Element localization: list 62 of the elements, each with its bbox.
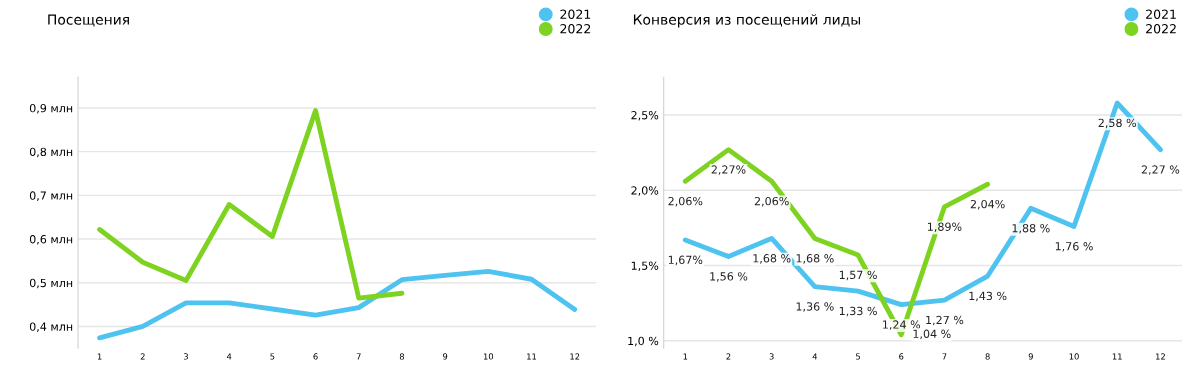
x-tick-label: 6 — [313, 353, 318, 360]
data-label: 1,89% — [928, 222, 962, 233]
x-tick-label: 9 — [1028, 353, 1033, 360]
data-label: 1,33 % — [839, 306, 877, 317]
y-tick-label: 1,0 % — [628, 336, 659, 347]
y-tick-label: 0,8 млн — [29, 147, 73, 158]
x-tick-label: 8 — [399, 353, 405, 360]
y-tick-label: 2,5% — [631, 111, 659, 121]
y-tick-label: 0,7 млн — [29, 191, 73, 201]
y-tick-label: 1,5% — [631, 261, 659, 272]
data-label: 2,06% — [754, 196, 789, 207]
data-label: 1,68 % — [796, 254, 834, 264]
x-tick-label: 1 — [97, 353, 102, 360]
x-tick-label: 2 — [140, 353, 145, 360]
x-tick-label: 8 — [985, 353, 990, 360]
x-tick-label: 7 — [356, 353, 361, 360]
data-label: 1,67% — [668, 255, 703, 266]
data-label: 1,56 % — [710, 272, 748, 282]
x-tick-label: 5 — [856, 353, 860, 360]
data-label: 2,06% — [668, 196, 703, 207]
line-series — [97, 108, 405, 301]
chart-title: Посещения — [48, 14, 129, 27]
x-tick-label: 1 — [683, 353, 688, 360]
x-tick-label: 4 — [226, 353, 232, 360]
line-series — [97, 268, 578, 341]
x-tick-label: 10 — [483, 353, 494, 360]
data-label: 2,04% — [970, 199, 1005, 210]
x-tick-label: 12 — [1156, 353, 1165, 360]
data-label: 1,27 % — [926, 315, 964, 326]
data-label: 2,58 % — [1098, 118, 1137, 129]
data-label: 1,57 % — [839, 270, 877, 281]
x-tick-label: 2 — [726, 353, 731, 360]
x-tick-label: 6 — [899, 353, 904, 360]
legend-label: 2022 — [1146, 24, 1176, 34]
y-tick-label: 2,0% — [631, 186, 659, 196]
x-tick-label: 4 — [812, 353, 818, 360]
data-label: 1,76 % — [1055, 242, 1093, 252]
y-tick-label: 0,6 млн — [29, 235, 73, 245]
x-tick-label: 3 — [183, 353, 188, 360]
y-tick-label: 0,4 млн — [29, 322, 73, 332]
y-tick-label: 0,5 млн — [29, 278, 73, 289]
legend-label: 2022 — [560, 24, 591, 34]
x-tick-label: 5 — [270, 353, 275, 360]
data-label: 1,88 % — [1012, 223, 1050, 234]
x-tick-label: 10 — [1069, 353, 1079, 360]
x-tick-label: 9 — [443, 353, 448, 360]
data-label: 2,27 % — [1141, 165, 1180, 175]
data-label: 1,24 % — [883, 320, 921, 330]
data-label: 1,43 % — [969, 291, 1007, 302]
data-label: 2,27% — [711, 165, 746, 175]
data-label: 1,36 % — [796, 302, 834, 312]
chart-title: Конверсия из посещений лиды — [633, 14, 860, 28]
x-tick-label: 7 — [942, 353, 947, 360]
data-label: 1,68 % — [753, 254, 791, 264]
x-tick-label: 12 — [570, 353, 580, 360]
x-tick-label: 11 — [527, 353, 537, 360]
data-label: 1,04 % — [913, 329, 951, 340]
x-tick-label: 11 — [1112, 353, 1122, 360]
y-tick-label: 0,9 млн — [29, 103, 73, 114]
x-tick-label: 3 — [769, 353, 774, 360]
legend-label: 2021 — [560, 9, 591, 19]
legend-label: 2021 — [1146, 9, 1176, 19]
